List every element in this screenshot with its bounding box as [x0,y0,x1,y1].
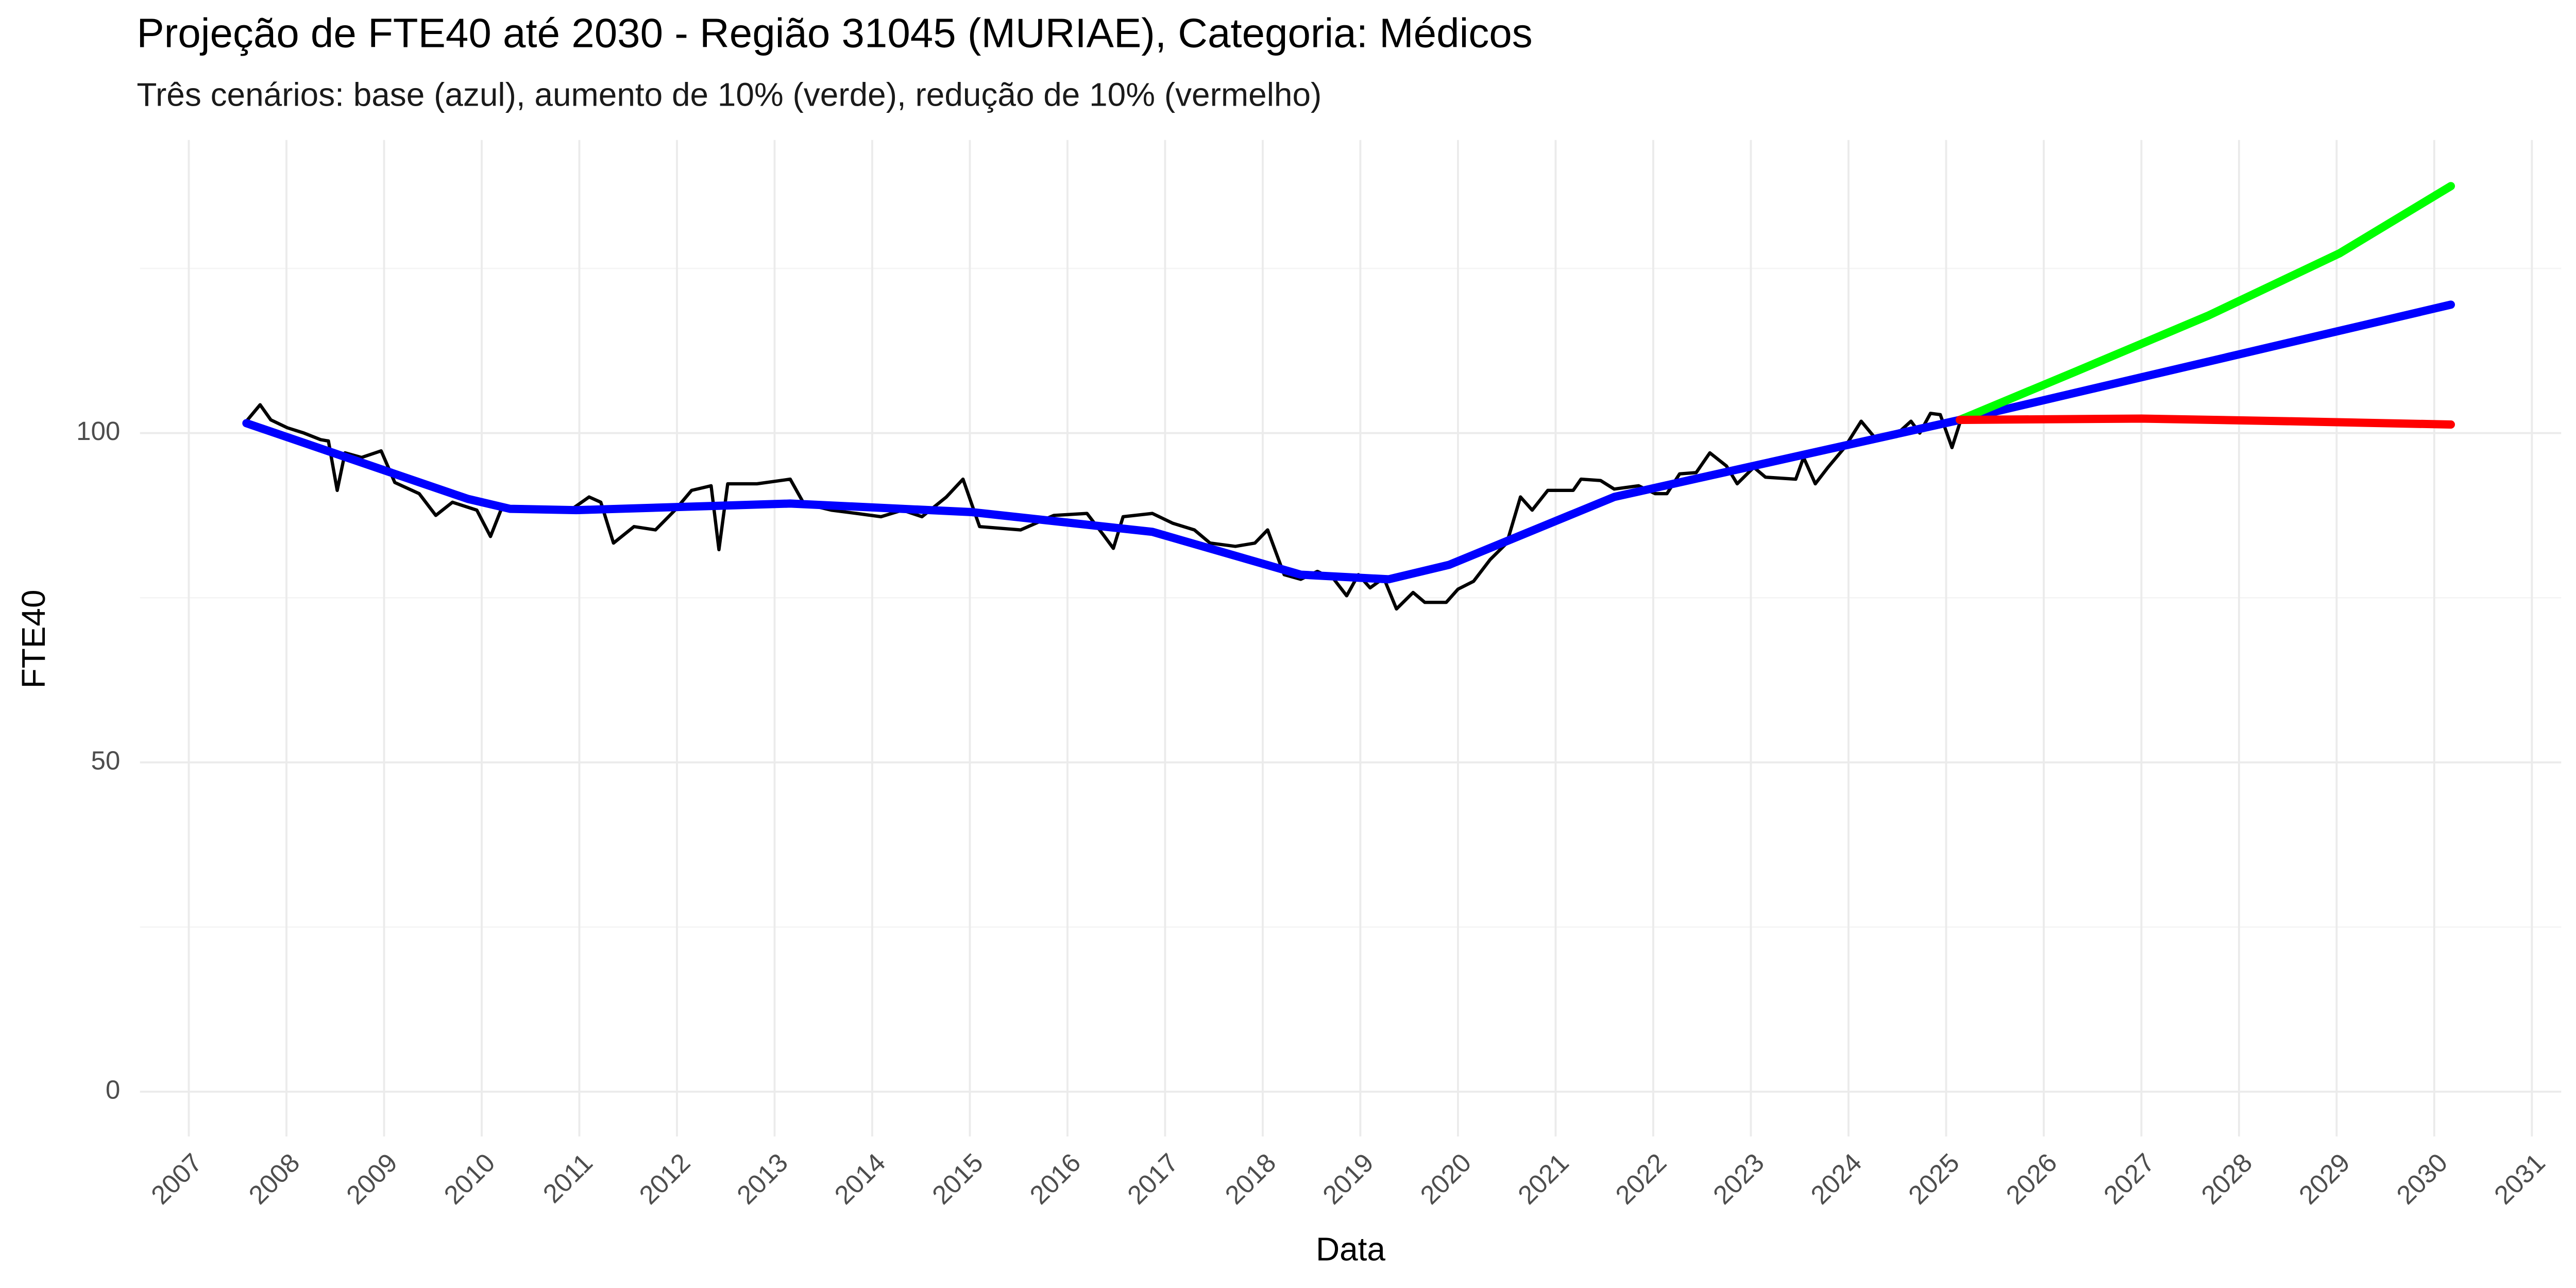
x-tick-label: 2026 [2001,1148,2063,1210]
x-tick-label: 2011 [537,1148,598,1209]
x-tick-label: 2007 [145,1148,208,1210]
y-axis-title: FTE40 [15,589,52,688]
x-tick-label: 2018 [1219,1148,1282,1210]
x-tick-label: 2016 [1024,1148,1087,1210]
x-tick-label: 2023 [1707,1148,1770,1210]
x-tick-label: 2029 [2293,1148,2355,1210]
x-tick-label: 2008 [243,1148,306,1210]
x-tick-label: 2014 [829,1148,891,1210]
plot-area [242,182,2455,611]
x-tick-label: 2017 [1122,1148,1184,1210]
x-tick-label: 2030 [2391,1148,2453,1210]
x-tick-label: 2012 [634,1148,696,1210]
series-line [242,300,2455,584]
x-tick-label: 2024 [1805,1148,1868,1210]
x-tick-label: 2013 [731,1148,793,1210]
x-axis-title: Data [1316,1231,1385,1268]
x-tick-label: 2009 [341,1148,403,1210]
series-line [1955,182,2455,425]
y-tick-label: 100 [76,416,120,446]
x-tick-label: 2028 [2196,1148,2258,1210]
chart-title: Projeção de FTE40 até 2030 - Região 3104… [137,10,1532,56]
y-tick-label: 50 [91,745,120,775]
chart-subtitle: Três cenários: base (azul), aumento de 1… [137,76,1321,113]
series-line [1955,414,2455,429]
x-tick-label: 2019 [1317,1148,1379,1210]
x-tick-label: 2010 [438,1148,501,1210]
x-tick-label: 2025 [1903,1148,1965,1210]
y-tick-label: 0 [106,1075,120,1104]
x-tick-label: 2027 [2098,1148,2160,1210]
x-tick-label: 2020 [1415,1148,1477,1210]
x-tick-label: 2015 [926,1148,989,1210]
x-tick-label: 2021 [1512,1148,1574,1210]
x-tick-label: 2031 [2488,1148,2551,1210]
x-tick-label: 2022 [1610,1148,1672,1210]
grid: 0 50 100 2007 2008 2009 2010 2011 2012 2013 2014 20… [76,140,2562,1210]
